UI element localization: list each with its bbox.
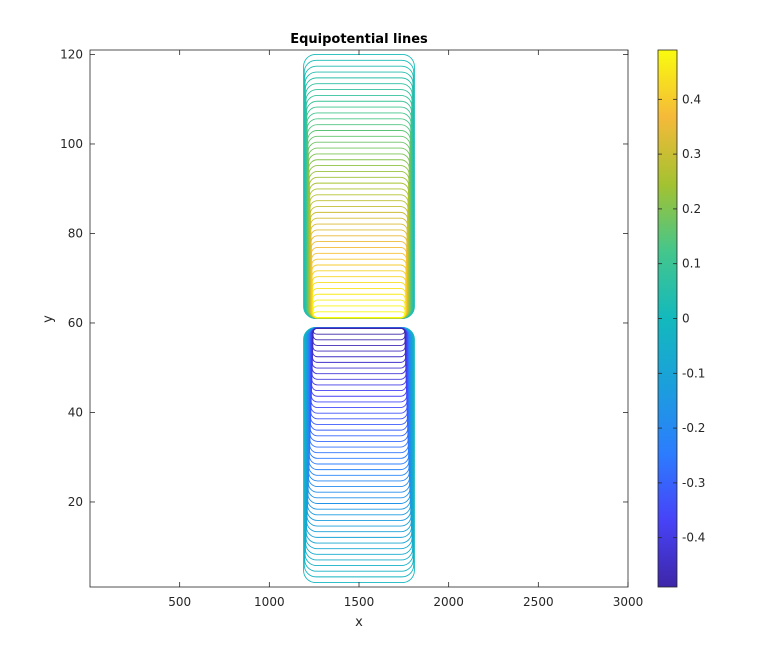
colorbar-tick-label: 0.1 [682, 257, 701, 271]
colorbar-tick-label: 0.2 [682, 202, 701, 216]
contour-line-upper [312, 287, 406, 319]
contour-line-lower [309, 327, 409, 459]
y-axis-ticks: 20 40 60 80 100 120 [60, 47, 628, 509]
contour-line-lower [311, 327, 407, 380]
contour-line-upper [306, 100, 412, 319]
contour-line-upper [305, 89, 413, 319]
contour-line-upper [307, 147, 411, 319]
colorbar-tick-label: -0.1 [682, 366, 705, 380]
contour-line-lower [305, 327, 413, 544]
contour-line-upper [312, 311, 406, 319]
contour-line-lower [312, 327, 406, 358]
y-axis-label: y [41, 315, 56, 323]
contour-line-lower [308, 327, 410, 471]
colorbar-tick-label: 0.4 [682, 92, 701, 106]
x-tick-label: 1000 [254, 595, 285, 609]
contour-line-upper [312, 299, 406, 319]
contour-line-lower [306, 327, 412, 527]
contour-line-upper [309, 182, 409, 319]
contour-line-upper [304, 65, 414, 319]
colorbar-tick-label: -0.4 [682, 531, 705, 545]
contour-line-upper [307, 135, 411, 319]
contour-line-upper [310, 229, 408, 319]
contour-line-lower [311, 327, 407, 392]
contour-line-lower [310, 327, 408, 414]
y-tick-label: 60 [68, 316, 83, 330]
contour-line-upper [309, 194, 409, 319]
y-tick-label: 80 [68, 226, 83, 240]
contour-line-lower [307, 327, 411, 493]
contour-line-upper [308, 170, 410, 319]
contour-lines [303, 54, 415, 583]
contour-line-lower [305, 327, 413, 550]
contour-line-lower [306, 327, 412, 538]
x-tick-label: 500 [168, 595, 191, 609]
contour-line-upper [311, 264, 407, 319]
contour-line-lower [303, 327, 415, 578]
y-tick-label: 120 [60, 47, 83, 61]
x-axis-ticks: 500 1000 1500 2000 2500 3000 [168, 50, 643, 609]
contour-line-lower [304, 327, 414, 567]
contour-line-upper [309, 206, 409, 319]
x-tick-label: 2500 [523, 595, 554, 609]
x-tick-label: 3000 [613, 595, 644, 609]
contour-line-lower [312, 327, 406, 335]
contour-line-upper [310, 217, 408, 319]
colorbar-ticks: -0.4 -0.3 -0.2 -0.1 0 0.1 0.2 0.3 0.4 [658, 92, 705, 545]
x-tick-label: 1500 [344, 595, 375, 609]
contour-line-lower [303, 327, 415, 583]
contour-line-lower [309, 327, 409, 437]
y-tick-label: 40 [68, 405, 83, 419]
contour-line-lower [312, 327, 406, 346]
y-tick-label: 100 [60, 137, 83, 151]
colorbar-tick-label: 0 [682, 312, 690, 326]
y-tick-label: 20 [68, 495, 83, 509]
contour-line-lower [304, 327, 414, 572]
colorbar-tick-label: 0.3 [682, 147, 701, 161]
contour-line-upper [311, 252, 407, 319]
chart-title: Equipotential lines [290, 32, 428, 47]
contour-line-upper [303, 54, 415, 319]
contour-line-lower [307, 327, 411, 504]
colorbar-tick-label: -0.2 [682, 421, 705, 435]
colorbar-tick-label: -0.3 [682, 476, 705, 490]
x-tick-label: 2000 [433, 595, 464, 609]
x-axis-label: x [355, 615, 363, 630]
contour-line-upper [306, 112, 412, 319]
contour-line-lower [310, 327, 408, 425]
